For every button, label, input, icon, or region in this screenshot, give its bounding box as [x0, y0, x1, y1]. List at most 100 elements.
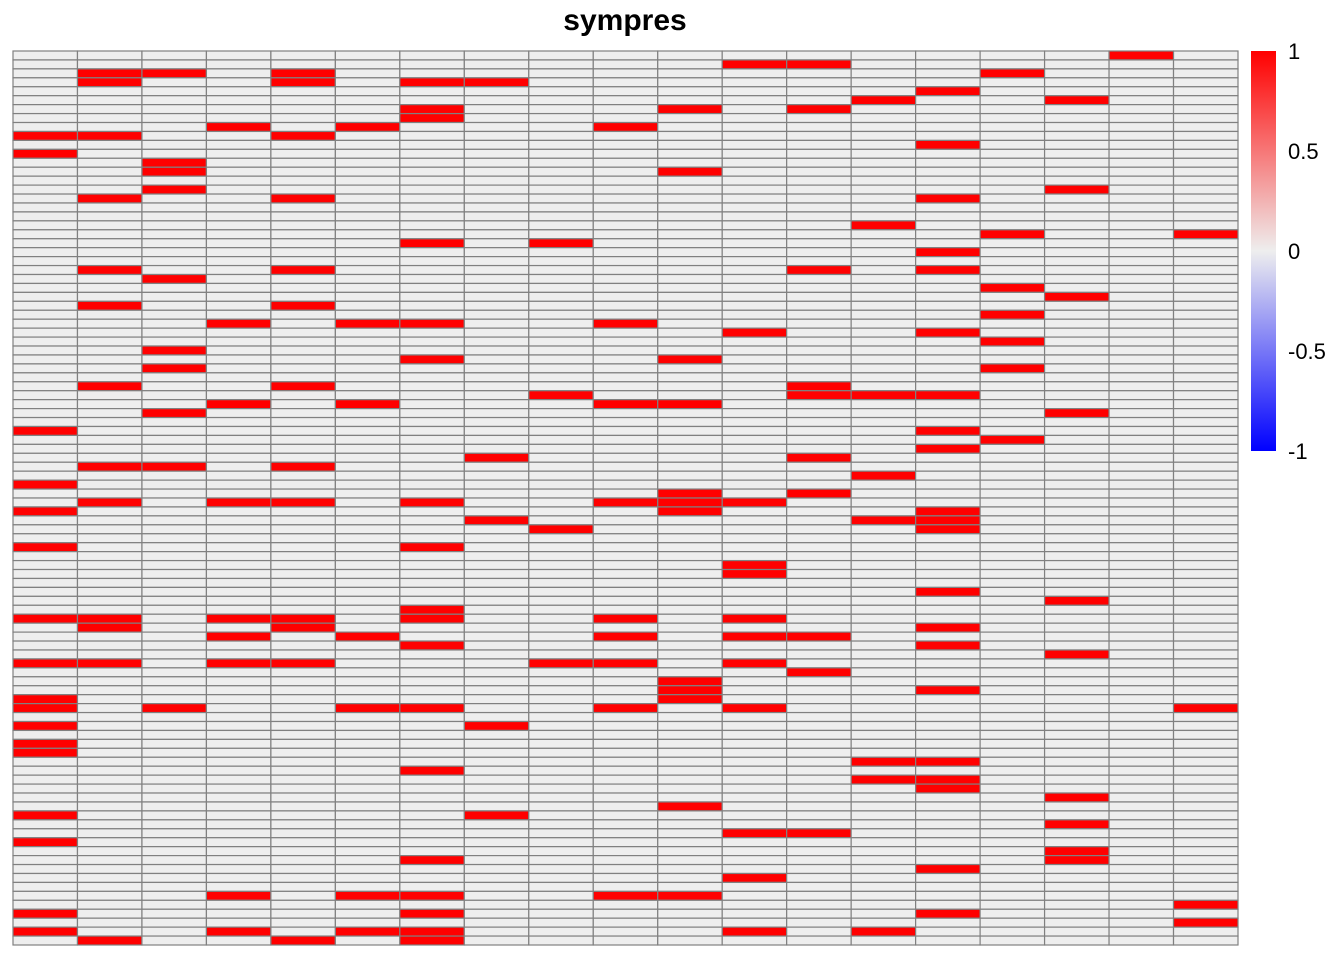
- heatmap-cell: [1172, 533, 1239, 544]
- heatmap-cell: [205, 872, 272, 884]
- heatmap-cell: [76, 685, 143, 696]
- heatmap-cell: [979, 282, 1046, 293]
- heatmap-cell: [979, 148, 1046, 159]
- heatmap-cell: [528, 327, 594, 338]
- heatmap-cell: [205, 112, 272, 124]
- heatmap-cell: [915, 282, 981, 293]
- heatmap-cell: [1172, 604, 1239, 615]
- heatmap-cell: [334, 86, 401, 97]
- heatmap-cell: [334, 542, 401, 553]
- heatmap-cell: [76, 408, 143, 419]
- heatmap-cell: [528, 470, 594, 481]
- heatmap-cell: [1108, 175, 1175, 186]
- heatmap-cell: [657, 390, 723, 401]
- heatmap-cell: [657, 327, 723, 338]
- heatmap-cell: [334, 881, 401, 892]
- heatmap-cell: [1043, 104, 1110, 115]
- heatmap-cell: [1043, 416, 1110, 428]
- heatmap-cell: [270, 184, 336, 195]
- heatmap-cell: [205, 667, 272, 678]
- heatmap-cell: [850, 488, 917, 499]
- heatmap-cell: [12, 819, 79, 830]
- heatmap-cell: [12, 408, 79, 419]
- heatmap-cell: [915, 542, 981, 553]
- heatmap-cell: [334, 443, 401, 454]
- heatmap-cell: [463, 497, 530, 508]
- heatmap-cell: [850, 667, 917, 678]
- heatmap-cell: [1172, 667, 1239, 678]
- heatmap-cell: [786, 112, 852, 124]
- heatmap-cell: [528, 694, 594, 705]
- heatmap-cell: [915, 139, 981, 150]
- heatmap-cell: [399, 139, 465, 150]
- heatmap-cell: [1108, 282, 1175, 293]
- heatmap-cell: [334, 336, 401, 347]
- heatmap-cell: [721, 157, 788, 168]
- heatmap-cell: [76, 774, 143, 785]
- heatmap-cell: [76, 765, 143, 776]
- heatmap-cell: [334, 470, 401, 481]
- heatmap-cell: [76, 899, 143, 910]
- heatmap-cell: [979, 783, 1046, 794]
- heatmap-cell: [721, 542, 788, 553]
- heatmap-cell: [979, 229, 1046, 240]
- heatmap-cell: [592, 533, 659, 544]
- heatmap-cell: [76, 756, 143, 767]
- heatmap-cell: [1043, 363, 1110, 374]
- heatmap-cell: [528, 935, 594, 946]
- heatmap-cell: [12, 703, 79, 714]
- heatmap-cell: [979, 273, 1046, 285]
- heatmap-cell: [1172, 327, 1239, 338]
- heatmap-cell: [850, 524, 917, 535]
- heatmap-cell: [463, 345, 530, 356]
- heatmap-cell: [979, 577, 1046, 589]
- heatmap-cell: [592, 828, 659, 839]
- heatmap-cell: [721, 372, 788, 383]
- heatmap-cell: [141, 890, 208, 901]
- heatmap-cell: [1043, 318, 1110, 329]
- heatmap-cell: [979, 935, 1046, 946]
- heatmap-cell: [528, 95, 594, 106]
- heatmap-cell: [270, 130, 336, 142]
- heatmap-cell: [463, 408, 530, 419]
- heatmap-cell: [786, 86, 852, 97]
- heatmap-cell: [979, 175, 1046, 186]
- heatmap-cell: [915, 264, 981, 276]
- heatmap-cell: [592, 774, 659, 785]
- heatmap-cell: [915, 703, 981, 714]
- heatmap-cell: [915, 318, 981, 329]
- heatmap-cell: [915, 390, 981, 401]
- heatmap-cell: [334, 720, 401, 732]
- heatmap-cell: [270, 792, 336, 803]
- heatmap-cell: [592, 819, 659, 830]
- heatmap-cell: [721, 104, 788, 115]
- heatmap-cell: [270, 819, 336, 830]
- heatmap-cell: [979, 667, 1046, 678]
- heatmap-cell: [592, 166, 659, 177]
- heatmap-cell: [141, 166, 208, 177]
- heatmap-cell: [270, 568, 336, 580]
- heatmap-cell: [1172, 720, 1239, 732]
- heatmap-cell: [270, 461, 336, 472]
- legend-tick-label: 0.5: [1288, 139, 1319, 164]
- heatmap-cell: [205, 846, 272, 857]
- heatmap-cell: [205, 854, 272, 866]
- heatmap-cell: [592, 515, 659, 526]
- heatmap-cell: [1172, 130, 1239, 142]
- heatmap-cell: [979, 872, 1046, 884]
- heatmap-cell: [12, 926, 79, 937]
- heatmap-cell: [463, 390, 530, 401]
- heatmap-cell: [463, 166, 530, 177]
- heatmap-cell: [205, 613, 272, 624]
- heatmap-cell: [657, 711, 723, 723]
- heatmap-cell: [1172, 863, 1239, 875]
- heatmap-cell: [528, 354, 594, 365]
- heatmap-cell: [979, 819, 1046, 830]
- heatmap-cell: [334, 139, 401, 150]
- heatmap-cell: [721, 533, 788, 544]
- heatmap-cell: [1108, 336, 1175, 347]
- heatmap-cell: [334, 694, 401, 705]
- heatmap-cell: [915, 935, 981, 946]
- heatmap-cell: [915, 917, 981, 928]
- heatmap-cell: [592, 729, 659, 740]
